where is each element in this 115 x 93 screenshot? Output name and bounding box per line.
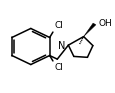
Text: Cl: Cl: [54, 21, 62, 30]
Text: OH: OH: [98, 19, 112, 28]
Polygon shape: [83, 23, 95, 37]
Text: Cl: Cl: [54, 63, 62, 72]
Text: N: N: [58, 41, 65, 51]
